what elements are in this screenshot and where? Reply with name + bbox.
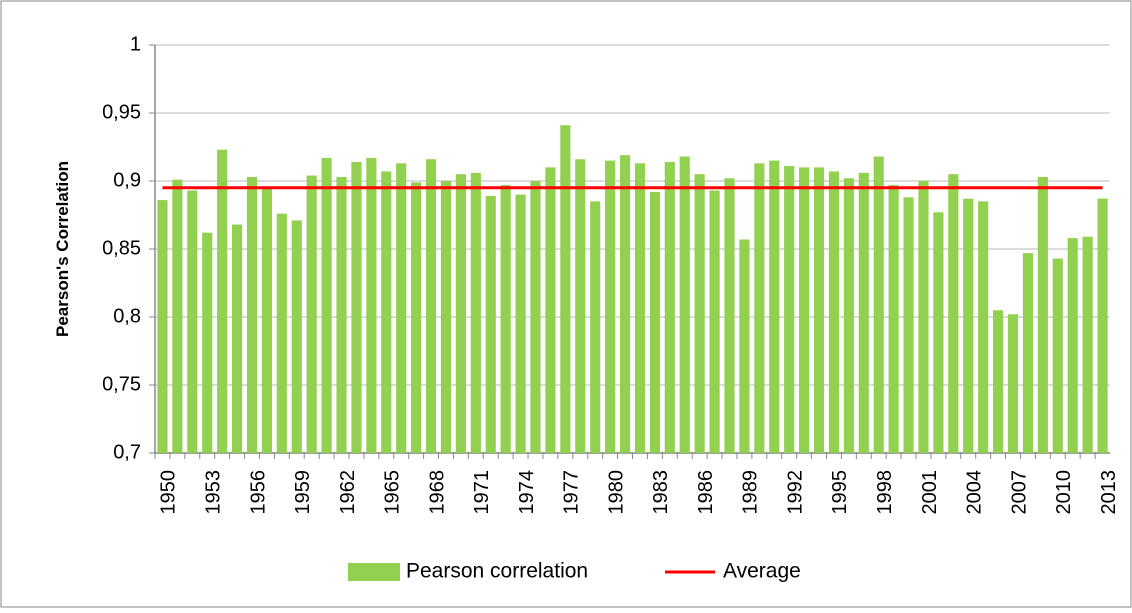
bar — [873, 156, 884, 453]
bar — [515, 194, 526, 453]
bar — [470, 172, 481, 453]
bar — [590, 201, 601, 453]
bar — [739, 239, 750, 453]
bar — [978, 201, 989, 453]
bar — [649, 191, 660, 453]
bar — [769, 160, 780, 453]
bar — [157, 200, 168, 453]
x-tick-label: 1971 — [471, 470, 493, 515]
x-tick-label: 1980 — [605, 470, 627, 515]
x-tick-label: 1992 — [784, 470, 806, 515]
bar — [1007, 314, 1019, 453]
bar — [1097, 198, 1108, 453]
legend-label: Pearson correlation — [406, 560, 588, 583]
x-tick-label: 2013 — [1098, 470, 1120, 515]
x-tick-label: 2001 — [919, 470, 941, 515]
bar — [843, 178, 854, 453]
bar — [381, 171, 392, 454]
y-tick-label: 1 — [130, 33, 141, 55]
bar — [306, 175, 317, 453]
bar — [634, 163, 646, 453]
x-tick-label: 2007 — [1008, 470, 1030, 515]
y-tick-label: 0,9 — [113, 169, 141, 191]
y-tick-label: 0,8 — [113, 305, 141, 327]
bar — [530, 181, 541, 453]
bar — [500, 185, 511, 453]
bar — [679, 156, 690, 453]
bar — [172, 179, 183, 453]
bar — [187, 190, 198, 453]
bar — [396, 163, 407, 453]
bar — [619, 155, 631, 453]
x-tick-label: 1986 — [695, 470, 717, 515]
x-tick-label: 2004 — [964, 470, 986, 515]
bar — [321, 157, 332, 453]
x-tick-label: 1995 — [829, 470, 851, 515]
bar — [888, 185, 899, 453]
bar — [455, 174, 466, 453]
bar — [813, 167, 825, 453]
x-tick-label: 1965 — [382, 470, 404, 515]
bar — [828, 171, 840, 454]
bar — [217, 149, 228, 453]
bar — [858, 172, 869, 453]
bar — [664, 161, 675, 453]
legend-label: Average — [723, 560, 801, 583]
bar — [605, 160, 616, 453]
bar — [993, 310, 1004, 453]
bar — [366, 157, 377, 453]
bar — [261, 187, 272, 454]
bar — [425, 159, 437, 454]
bar — [724, 178, 735, 453]
x-tick-label: 1959 — [292, 470, 314, 515]
bar — [709, 190, 720, 453]
bar — [918, 181, 929, 453]
bar — [411, 182, 422, 454]
x-tick-label: 1962 — [337, 470, 359, 515]
x-tick-label: 1998 — [874, 470, 896, 515]
bar — [351, 161, 362, 453]
bar — [560, 125, 571, 454]
bar — [948, 174, 959, 453]
bar — [485, 195, 496, 453]
bar — [799, 167, 810, 453]
bar — [276, 213, 287, 453]
y-tick-label: 0,85 — [102, 237, 141, 259]
x-tick-label: 1950 — [158, 470, 180, 515]
bar — [1067, 238, 1078, 453]
bar — [246, 176, 258, 454]
bar — [1022, 253, 1034, 453]
bar — [231, 224, 243, 453]
x-tick-label: 1974 — [516, 470, 538, 515]
x-tick-label: 1956 — [247, 470, 269, 515]
x-tick-label: 1983 — [650, 470, 672, 515]
x-tick-label: 1989 — [740, 470, 762, 515]
bar — [903, 197, 914, 453]
bar — [545, 167, 556, 453]
bar — [754, 163, 765, 453]
x-tick-label: 1968 — [426, 470, 448, 515]
bar — [575, 159, 586, 454]
bar — [1037, 176, 1048, 454]
bar — [933, 212, 944, 453]
bar — [963, 198, 974, 453]
bar — [1052, 258, 1063, 453]
bar — [1082, 236, 1093, 453]
x-tick-label: 1977 — [561, 470, 583, 515]
x-tick-label: 1953 — [203, 470, 225, 515]
y-axis-title: Pearson's Correlation — [53, 161, 72, 337]
y-tick-label: 0,7 — [113, 441, 141, 463]
bar — [202, 232, 213, 453]
y-tick-label: 0,75 — [102, 373, 141, 395]
bar — [336, 176, 347, 454]
bar — [694, 174, 705, 453]
bar — [440, 181, 452, 453]
x-tick-label: 2010 — [1053, 470, 1075, 515]
bar — [784, 166, 795, 454]
legend-swatch — [348, 563, 400, 581]
bar — [291, 220, 302, 453]
y-tick-label: 0,95 — [102, 101, 141, 123]
